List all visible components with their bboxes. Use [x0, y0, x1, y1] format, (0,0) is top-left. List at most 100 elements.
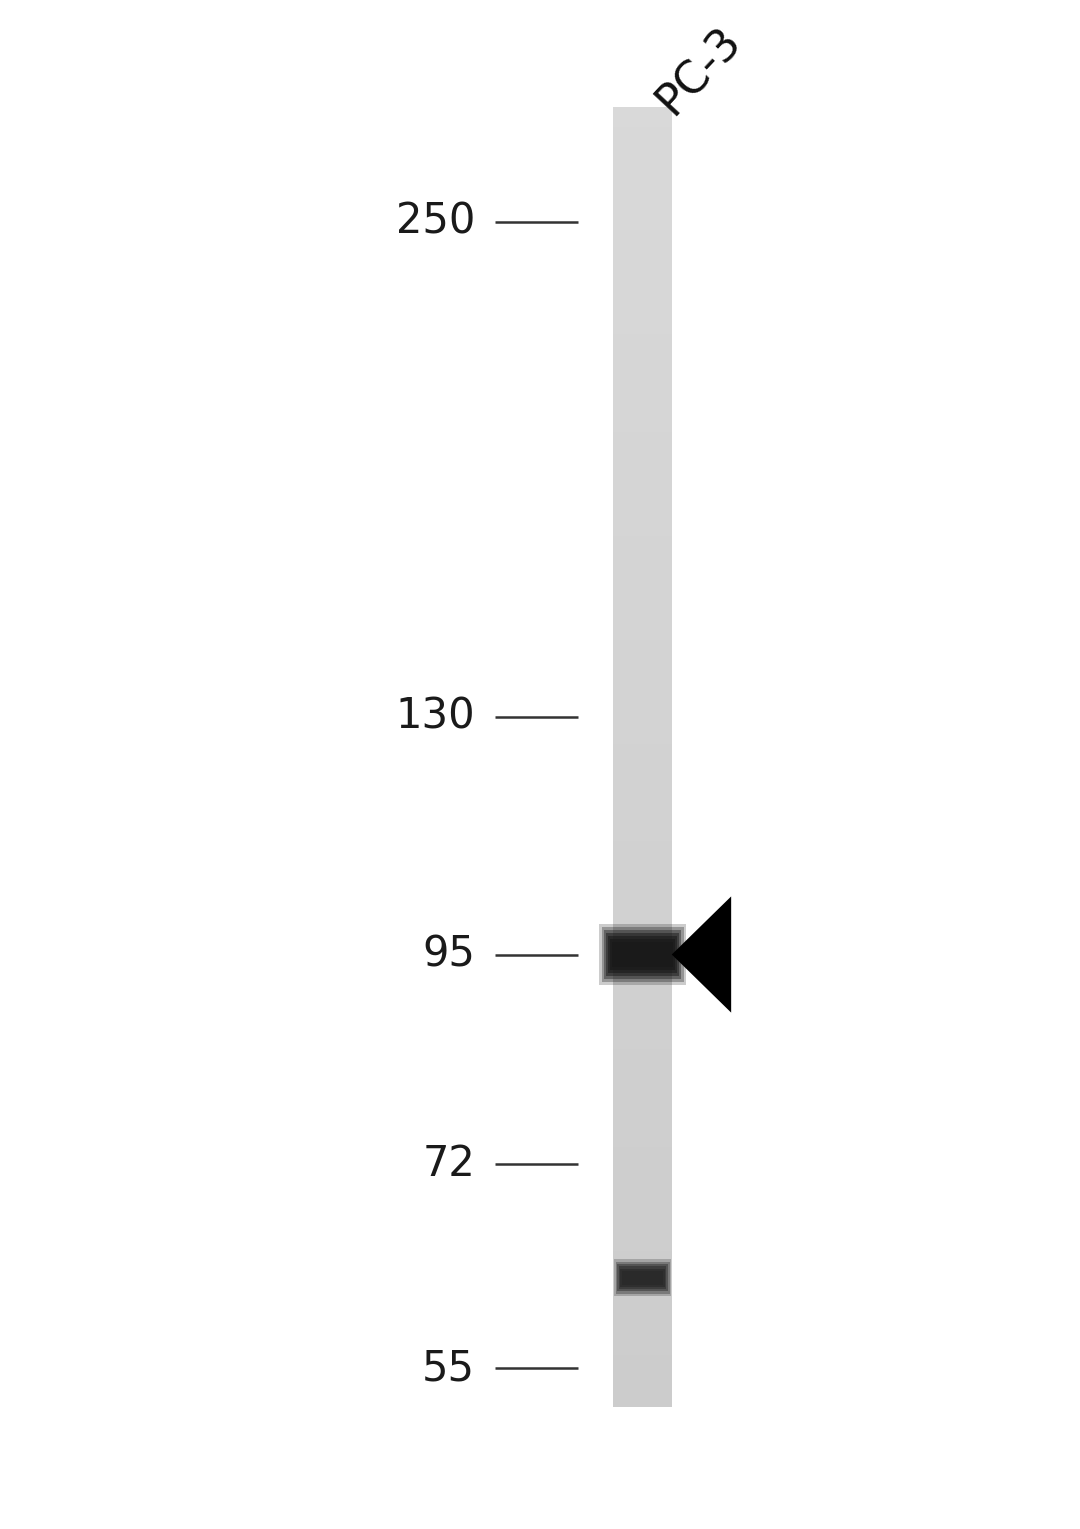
Bar — [613, 1315, 672, 1323]
Bar — [613, 757, 672, 763]
Bar — [613, 1387, 672, 1394]
Bar — [613, 1367, 672, 1375]
Text: 95: 95 — [422, 934, 475, 976]
Text: 130: 130 — [395, 696, 475, 739]
Bar — [613, 509, 672, 517]
Text: 72: 72 — [422, 1144, 475, 1185]
Bar — [613, 165, 672, 171]
Bar — [613, 413, 672, 419]
Bar — [613, 607, 672, 613]
Bar — [613, 1193, 672, 1199]
Bar — [613, 179, 672, 185]
Bar — [613, 1329, 672, 1335]
Bar — [613, 913, 672, 919]
Bar — [613, 893, 672, 899]
Bar — [613, 1049, 672, 1055]
Bar — [613, 1375, 672, 1381]
Polygon shape — [672, 896, 731, 1012]
Bar — [613, 575, 672, 581]
Bar — [613, 581, 672, 587]
Bar — [613, 907, 672, 913]
Text: PC-3: PC-3 — [648, 18, 750, 122]
Bar — [613, 517, 672, 523]
Bar — [613, 1107, 672, 1115]
Bar — [613, 667, 672, 673]
Bar — [613, 659, 672, 667]
Bar — [613, 321, 672, 329]
Bar — [613, 951, 672, 959]
Bar — [613, 535, 672, 543]
Bar — [620, 1269, 665, 1287]
Bar — [613, 679, 672, 685]
Bar — [613, 589, 672, 595]
Bar — [613, 257, 672, 263]
Bar — [599, 924, 686, 985]
Bar — [613, 133, 672, 139]
Text: 55: 55 — [422, 1347, 475, 1390]
Bar — [613, 1173, 672, 1179]
Bar — [613, 1251, 672, 1257]
Bar — [613, 861, 672, 867]
Bar — [613, 1355, 672, 1361]
Bar — [613, 147, 672, 153]
Bar — [613, 497, 672, 503]
Bar — [613, 1381, 672, 1387]
Bar — [613, 1037, 672, 1043]
Bar — [613, 217, 672, 223]
Bar — [613, 1055, 672, 1063]
Bar — [613, 153, 672, 159]
Bar — [613, 295, 672, 301]
Bar — [613, 543, 672, 549]
Bar — [613, 1121, 672, 1127]
Bar — [613, 621, 672, 627]
Bar — [613, 743, 672, 751]
Bar — [613, 1297, 672, 1303]
Bar — [613, 1089, 672, 1095]
Bar — [613, 959, 672, 965]
Bar — [613, 335, 672, 341]
Bar — [613, 309, 672, 315]
Bar — [613, 829, 672, 835]
Bar — [613, 985, 672, 991]
Bar — [613, 471, 672, 477]
Bar — [613, 529, 672, 535]
Bar — [613, 289, 672, 295]
Bar — [613, 867, 672, 873]
Bar — [613, 399, 672, 405]
Bar — [613, 303, 672, 309]
Bar — [613, 1219, 672, 1225]
Bar — [613, 549, 672, 555]
Bar — [613, 465, 672, 471]
Bar — [613, 639, 672, 647]
Bar — [613, 1211, 672, 1219]
Bar — [613, 1063, 672, 1069]
Bar — [613, 373, 672, 379]
Bar — [613, 1361, 672, 1367]
Bar — [613, 1075, 672, 1081]
Bar — [613, 1342, 672, 1349]
Bar — [613, 1011, 672, 1017]
Bar — [613, 945, 672, 951]
Bar — [613, 191, 672, 197]
Bar — [613, 855, 672, 861]
Bar — [613, 185, 672, 191]
Bar — [613, 1083, 672, 1089]
Bar — [613, 1095, 672, 1101]
Bar — [613, 881, 672, 887]
Bar — [613, 1225, 672, 1231]
Bar — [613, 159, 672, 165]
Bar — [613, 673, 672, 679]
Bar — [613, 491, 672, 497]
Bar — [613, 1101, 672, 1107]
Bar — [613, 315, 672, 321]
Bar — [613, 1245, 672, 1251]
Bar — [613, 1127, 672, 1135]
Bar — [608, 936, 677, 972]
Bar — [613, 113, 672, 119]
Bar — [613, 933, 672, 939]
Bar — [613, 561, 672, 569]
Bar — [613, 725, 672, 731]
Bar — [616, 1261, 670, 1294]
Bar — [613, 1159, 672, 1167]
Bar — [613, 777, 672, 783]
